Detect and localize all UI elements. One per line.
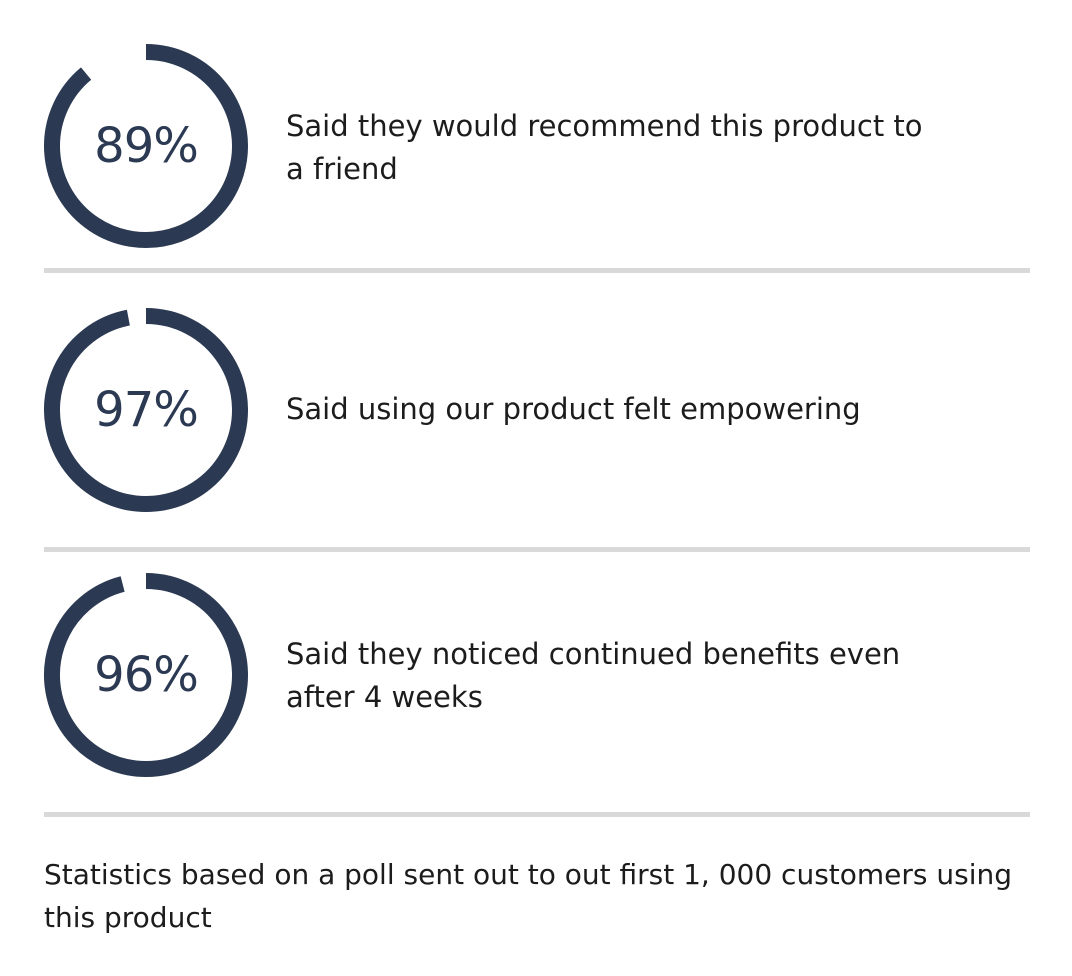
progress-ring-path: [44, 308, 248, 512]
progress-ring: 96%: [44, 573, 248, 777]
divider: [44, 268, 1030, 273]
stat-item-recommend: 89% Said they would recommend this produ…: [0, 44, 1072, 264]
stat-percent: 96%: [94, 647, 199, 703]
stat-item-empowering: 97% Said using our product felt empoweri…: [0, 308, 1072, 528]
stat-percent: 97%: [94, 382, 199, 438]
stat-item-benefits: 96% Said they noticed continued benefits…: [0, 573, 1072, 793]
stat-description: Said using our product felt empowering: [286, 392, 861, 426]
footnote: Statistics based on a poll sent out to o…: [44, 858, 1013, 934]
progress-ring-arc: [44, 573, 248, 777]
progress-ring-arc: [44, 308, 248, 512]
progress-ring-arc: [44, 44, 248, 248]
progress-ring-path: [44, 573, 248, 777]
progress-ring: 89%: [44, 44, 248, 248]
stat-description: Said they would recommend this product t…: [286, 109, 923, 186]
stat-description: Said they noticed continued benefits eve…: [286, 637, 901, 714]
progress-ring: 97%: [44, 308, 248, 512]
stat-percent: 89%: [94, 118, 199, 174]
divider: [44, 547, 1030, 552]
progress-ring-path: [44, 44, 248, 248]
divider: [44, 812, 1030, 817]
